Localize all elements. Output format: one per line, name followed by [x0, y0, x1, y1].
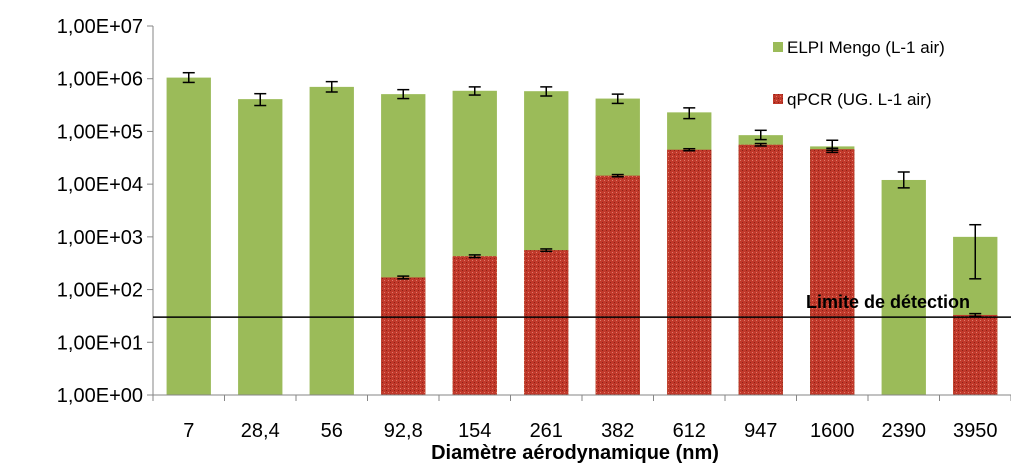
- bar-qpcr: [953, 314, 998, 395]
- detection-limit: Limite de détection: [153, 292, 1011, 318]
- y-tick-label: 1,00E+05: [57, 121, 143, 143]
- x-tick-label: 2390: [882, 420, 927, 442]
- legend-swatch-elpi: [773, 42, 783, 52]
- error-bars: [182, 71, 982, 318]
- y-tick-label: 1,00E+03: [57, 227, 143, 249]
- x-tick-label: 3950: [953, 420, 998, 442]
- x-tick-label: 56: [321, 420, 343, 442]
- y-tick-label: 1,00E+04: [57, 174, 143, 196]
- legend: ELPI Mengo (L-1 air) qPCR (UG. L-1 air): [773, 38, 945, 109]
- y-tick-label: 1,00E+07: [57, 16, 143, 38]
- bar-elpi: [166, 77, 211, 396]
- y-tick-label: 1,00E+01: [57, 332, 143, 354]
- y-tick-label: 1,00E+00: [57, 385, 143, 407]
- legend-label-elpi: ELPI Mengo (L-1 air): [787, 38, 945, 57]
- bar-qpcr: [810, 149, 855, 395]
- x-tick-label: 261: [530, 420, 563, 442]
- y-tick-label: 1,00E+02: [57, 280, 143, 302]
- bar-elpi: [238, 99, 283, 396]
- x-tick-label: 28,4: [241, 420, 280, 442]
- legend-label-qpcr: qPCR (UG. L-1 air): [787, 90, 932, 109]
- x-tick-label: 92,8: [384, 420, 423, 442]
- bar-elpi: [881, 179, 926, 395]
- y-tick-label: 1,00E+06: [57, 69, 143, 91]
- bar-qpcr: [452, 256, 497, 395]
- x-tick-label: 154: [458, 420, 491, 442]
- x-tick-label: 612: [673, 420, 706, 442]
- series-elpi-bars: [166, 77, 998, 396]
- bar-qpcr: [381, 277, 426, 395]
- x-tick-label: 7: [183, 420, 194, 442]
- bar-qpcr: [524, 250, 569, 395]
- series-qpcr-bars: [381, 144, 998, 395]
- x-tick-label: 1600: [810, 420, 855, 442]
- bar-qpcr: [667, 149, 712, 395]
- bar-qpcr: [738, 144, 783, 395]
- legend-swatch-qpcr: [773, 94, 783, 104]
- x-tick-label: 382: [601, 420, 634, 442]
- x-axis-title: Diamètre aérodynamique (nm): [431, 442, 719, 464]
- x-axis: 7 28,4 56 92,8 154 261 382 612 947 1600 2390 3950: [152, 394, 1011, 442]
- x-tick-label: 947: [744, 420, 777, 442]
- bar-elpi: [309, 86, 354, 396]
- detection-limit-label: Limite de détection: [806, 292, 970, 312]
- bar-qpcr: [595, 175, 640, 395]
- y-axis: 1,00E+00 1,00E+01 1,00E+02 1,00E+03 1,00E+04…: [57, 16, 154, 407]
